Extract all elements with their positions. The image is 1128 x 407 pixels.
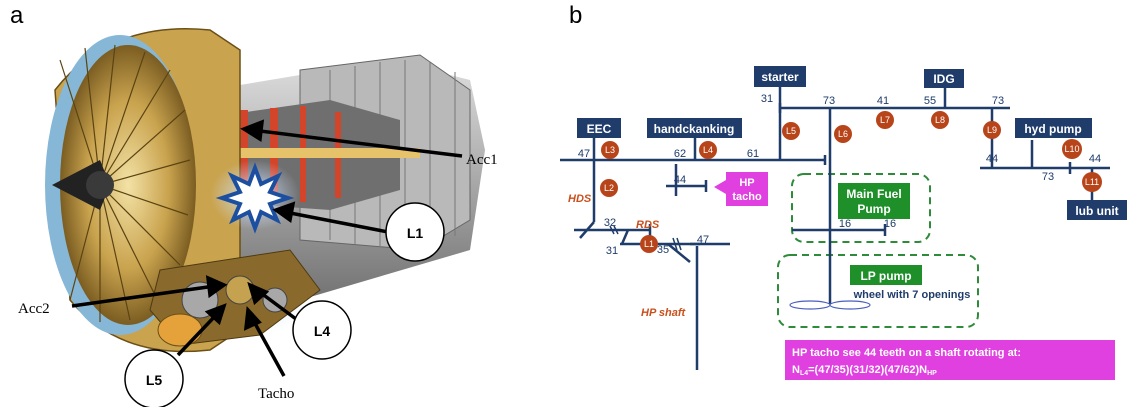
l1-label: L1 [407,225,424,241]
panel-a: a [0,0,560,407]
l5-circle [124,349,184,407]
acc2-label: Acc2 [18,301,50,317]
loc-l1: L1 [644,239,654,249]
fan-case [45,28,241,353]
main-fuel-line2: Pump [857,202,890,216]
teeth-55: 55 [924,95,936,107]
starter-box [754,66,806,87]
hyd-pump-label: hyd pump [1024,122,1081,136]
teeth-41: 41 [877,95,889,107]
loc-l3: L3 [605,145,615,155]
gear-train-diagram: EEC handckanking starter IDG hyd pump lu… [560,66,1127,380]
hp-tacho-line1: HP [739,177,754,189]
main-fuel-pump-box [838,183,910,219]
tacho-label: Tacho [258,386,294,402]
teeth-44-hyd: 44 [986,153,998,165]
lp-pump-label: LP pump [860,269,911,283]
teeth-44-hp: 44 [674,174,686,186]
location-badge-labels: L3 L2 L1 L4 L5 L6 L7 L8 L9 L10 L11 [604,115,1099,249]
hds-label: HDS [568,193,592,205]
teeth-32: 32 [604,217,616,229]
main-fuel-line1: Main Fuel [846,187,901,201]
idg-label: IDG [933,72,954,86]
teeth-16-b: 16 [884,218,896,230]
teeth-47-eec: 47 [578,148,590,160]
loc-l10: L10 [1064,144,1079,154]
teeth-73-a: 73 [823,95,835,107]
teeth-numbers: 47 62 61 31 73 41 55 73 44 73 44 44 16 1… [578,93,1101,257]
teeth-35: 35 [657,244,669,256]
hp-tacho-line2: tacho [732,191,762,203]
handcranking-box [647,118,742,138]
l4-label: L4 [314,323,331,339]
loc-l4: L4 [703,145,713,155]
engine-illustration: L1 L4 L5 Acc1 Acc2 Tacho [18,28,498,407]
starter-label: starter [761,70,799,84]
note-line2: NL4=(47/35)(31/32)(47/62)NHP [792,364,937,377]
panel-a-letter: a [10,2,24,29]
lp-pump-box [850,265,922,285]
location-badges [600,111,1102,253]
pointer-arrows [71,119,463,377]
teeth-44-lub: 44 [1089,153,1101,165]
component-boxes [577,66,1127,220]
loc-l6: L6 [838,129,848,139]
eec-label: EEC [587,122,612,136]
loc-l5: L5 [786,126,796,136]
teeth-31-low: 31 [606,245,618,257]
teeth-16-a: 16 [839,218,851,230]
wheel-openings-label: wheel with 7 openings [853,289,971,301]
l1-circle [385,202,445,262]
shaft-hash-marks [609,159,682,251]
main-fuel-pump-region [791,173,931,243]
lub-unit-label: lub unit [1075,204,1118,218]
handcranking-label: handckanking [654,122,735,136]
hp-tacho-arrow [714,180,726,194]
l5-label: L5 [146,372,163,388]
excitation-starburst [210,160,300,234]
lp-pump-region [777,254,979,328]
hyd-pump-box [1015,118,1092,138]
rds-label: RDS [636,219,660,231]
eec-box [577,118,621,138]
teeth-73-c: 73 [1042,171,1054,183]
note-line1: HP tacho see 44 teeth on a shaft rotatin… [792,347,1021,359]
acc1-label: Acc1 [466,152,498,168]
teeth-62: 62 [674,148,686,160]
teeth-73-b: 73 [992,95,1004,107]
hp-shaft-label: HP shaft [641,307,687,319]
teeth-47-low: 47 [697,234,709,246]
l4-circle [292,300,352,360]
loc-l11: L11 [1085,177,1099,187]
panel-b: b [540,0,1128,407]
hp-tacho-box [726,172,768,206]
lub-unit-box [1067,200,1127,220]
loc-l7: L7 [880,115,890,125]
teeth-61: 61 [747,148,759,160]
loc-l8: L8 [935,115,945,125]
panel-b-letter: b [569,2,583,29]
loc-l2: L2 [604,183,614,193]
loc-l9: L9 [987,125,997,135]
teeth-31-starter: 31 [761,93,773,105]
idg-box [924,69,964,88]
rotation-note-box [785,340,1115,380]
lp-pump-wheel [789,300,871,310]
